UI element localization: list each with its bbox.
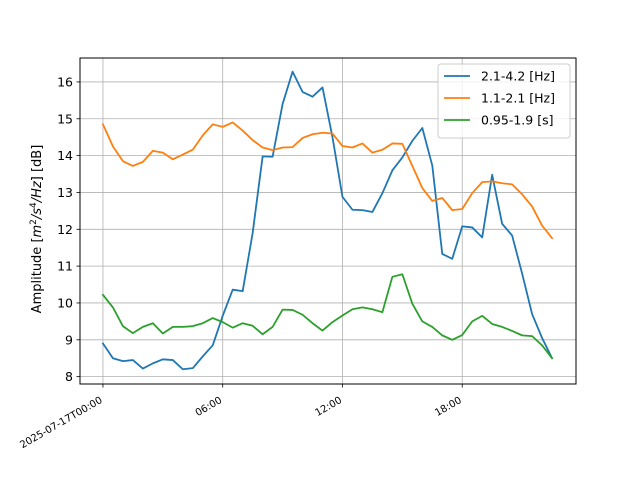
series-line-2 [101,121,554,240]
y-tick-label: 9 [65,332,73,347]
y-tick-label: 13 [57,185,73,200]
plot-frame [79,57,577,385]
y-axis-label: Amplitude [m2/s4/Hz] [dB] [29,145,45,314]
y-axis: 8 9 10 11 12 13 14 15 16 [57,74,80,384]
y-tick-label: 15 [57,111,73,126]
legend-box [437,63,571,139]
series-line-3 [101,273,554,360]
series-line-1 [101,70,554,371]
y-tick-label: 14 [57,148,73,163]
grid-lines [80,58,576,384]
series-layer [101,70,554,371]
legend-label: 1.1-2.1 [Hz] [481,91,555,106]
y-tick-label: 16 [57,74,73,89]
legend-label: 0.95-1.9 [s] [481,113,553,128]
legend-label: 2.1-4.2 [Hz] [481,69,555,84]
legend: 2.1-4.2 [Hz] 1.1-2.1 [Hz] 0.95-1.9 [s] [437,63,571,139]
y-tick-label: 11 [57,259,73,274]
y-tick-label: 12 [57,222,73,237]
y-tick-label: 10 [57,295,73,310]
y-tick-label: 8 [65,369,73,384]
